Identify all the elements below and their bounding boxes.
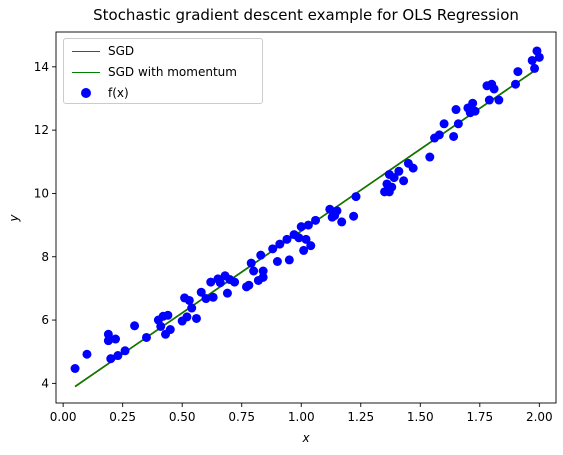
data-point-37 <box>256 251 265 260</box>
legend-swatch-sgd-momentum <box>72 72 100 73</box>
data-point-14 <box>163 311 172 320</box>
x-axis-label: x <box>301 431 310 445</box>
x-tick-label-5: 1.25 <box>347 410 374 424</box>
data-point-9 <box>142 333 151 342</box>
data-point-52 <box>311 216 320 225</box>
data-point-41 <box>273 257 282 266</box>
data-point-84 <box>490 84 499 93</box>
data-point-86 <box>511 80 520 89</box>
x-tick-label-2: 0.50 <box>169 410 196 424</box>
data-point-72 <box>435 130 444 139</box>
data-point-91 <box>535 53 544 62</box>
data-point-66 <box>394 167 403 176</box>
data-point-19 <box>185 296 194 305</box>
data-point-34 <box>247 259 256 268</box>
x-tick-label-8: 2.00 <box>526 410 553 424</box>
data-point-58 <box>349 212 358 221</box>
legend-swatch-fx <box>72 87 100 99</box>
legend-label-sgd-momentum: SGD with momentum <box>108 65 237 79</box>
data-point-85 <box>494 96 503 105</box>
data-point-31 <box>230 278 239 287</box>
data-point-56 <box>332 206 341 215</box>
data-point-20 <box>187 304 196 313</box>
data-point-15 <box>166 325 175 334</box>
data-point-21 <box>192 314 201 323</box>
legend-swatch-sgd <box>72 51 100 52</box>
data-point-11 <box>156 322 165 331</box>
legend-label-sgd: SGD <box>108 44 134 58</box>
data-point-82 <box>485 96 494 105</box>
x-tick-label-7: 1.75 <box>466 410 493 424</box>
data-point-18 <box>182 312 191 321</box>
data-point-73 <box>440 119 449 128</box>
data-point-44 <box>285 255 294 264</box>
data-point-80 <box>471 107 480 116</box>
y-tick-label-0: 4 <box>41 376 49 390</box>
data-point-59 <box>352 192 361 201</box>
data-point-7 <box>121 346 130 355</box>
data-point-76 <box>454 119 463 128</box>
data-point-67 <box>399 176 408 185</box>
legend-item-sgd: SGD <box>72 41 134 61</box>
y-tick-label-2: 8 <box>41 250 49 264</box>
legend-label-fx: f(x) <box>108 86 129 100</box>
data-point-33 <box>244 281 253 290</box>
data-point-25 <box>209 293 218 302</box>
data-point-0 <box>71 364 80 373</box>
x-tick-label-0: 0.00 <box>50 410 77 424</box>
x-tick-label-1: 0.25 <box>109 410 136 424</box>
data-point-5 <box>111 335 120 344</box>
y-tick-label-3: 10 <box>34 186 49 200</box>
x-tick-label-6: 1.50 <box>407 410 434 424</box>
data-point-89 <box>530 64 539 73</box>
legend-item-sgd-momentum: SGD with momentum <box>72 62 237 82</box>
data-point-69 <box>409 164 418 173</box>
y-tick-label-5: 14 <box>34 60 49 74</box>
x-tick-label-3: 0.75 <box>228 410 255 424</box>
data-point-74 <box>449 132 458 141</box>
data-point-8 <box>130 321 139 330</box>
y-axis-label: y <box>7 214 21 223</box>
x-tick-label-4: 1.00 <box>288 410 315 424</box>
y-tick-label-1: 6 <box>41 313 49 327</box>
data-point-39 <box>259 273 268 282</box>
data-point-51 <box>306 241 315 250</box>
data-point-64 <box>387 183 396 192</box>
data-point-75 <box>452 105 461 114</box>
legend-item-fx: f(x) <box>72 83 129 103</box>
chart-legend: SGD SGD with momentum f(x) <box>63 38 263 104</box>
y-tick-label-4: 12 <box>34 123 49 137</box>
data-point-35 <box>249 267 258 276</box>
data-point-79 <box>468 99 477 108</box>
data-point-87 <box>513 67 522 76</box>
data-point-1 <box>82 350 91 359</box>
data-point-70 <box>425 153 434 162</box>
data-point-30 <box>223 289 232 298</box>
data-point-57 <box>337 217 346 226</box>
